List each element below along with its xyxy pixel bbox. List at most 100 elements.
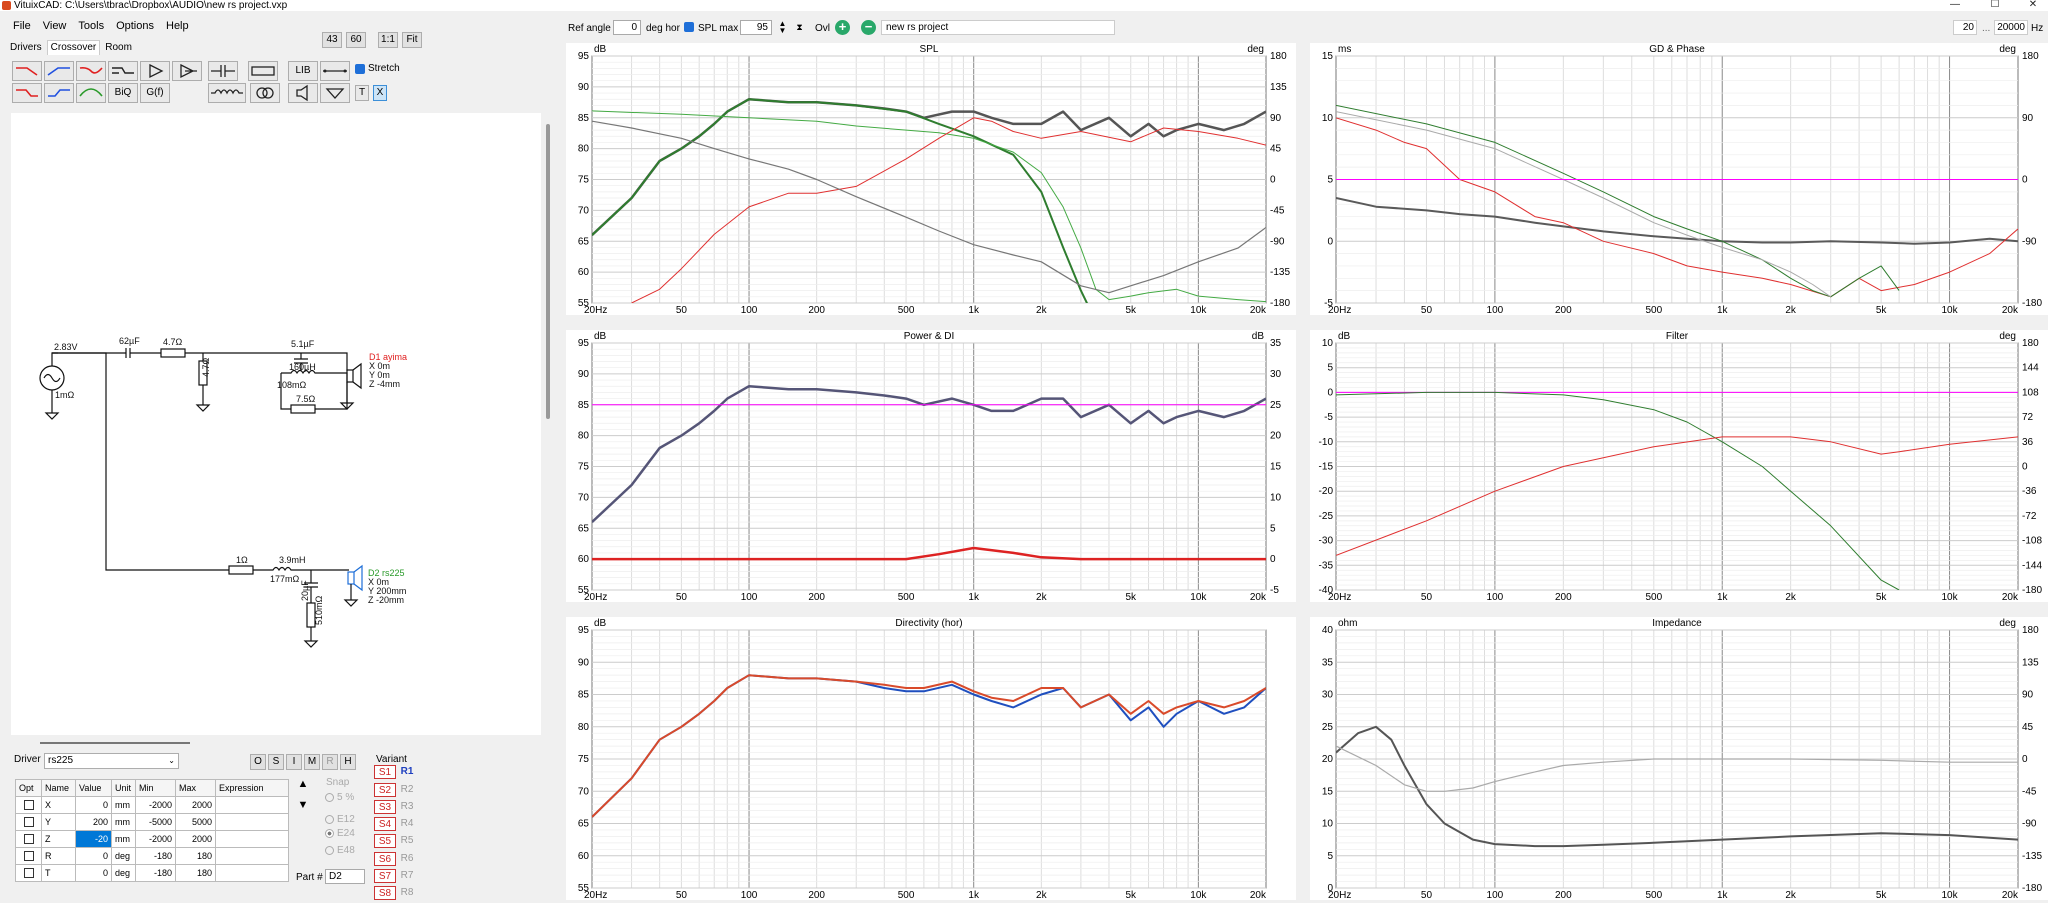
param-max[interactable]: 5000 [175,813,216,831]
directivity-chart[interactable]: 55 60 65 70 75 80 85 90 95 20Hz 50 100 200 500 1k 2k 5k 1… [566,617,1296,901]
menu-help[interactable]: Help [166,20,189,32]
zoom-1to1-button[interactable]: 1:1 [378,32,398,48]
tab-room[interactable]: Room [105,42,132,53]
param-max[interactable]: 180 [175,864,216,882]
param-expression[interactable] [215,847,289,865]
param-min[interactable]: -2000 [135,830,176,848]
ground-tool-button[interactable] [320,83,350,103]
freq-max-input[interactable]: 20000 [1994,20,2028,35]
snap-e24[interactable]: E24 [325,828,355,839]
transformer-tool-button[interactable] [250,83,280,103]
highpass-tool-button[interactable] [44,61,74,81]
overlay-remove-icon[interactable]: − [861,20,876,35]
freq-min-input[interactable]: 20 [1953,20,1977,35]
zoom-value-2[interactable]: 60 [346,32,366,48]
param-expression[interactable] [215,796,289,814]
capacitor-tool-button[interactable] [208,61,238,81]
resistor-tool-button[interactable] [248,61,278,81]
option-o-button[interactable]: O [250,754,266,770]
gf-button[interactable]: G(f) [140,83,170,103]
variant-r3[interactable]: R3 [400,801,414,812]
impedance-chart[interactable]: 0 5 10 15 20 25 30 35 40 -180 -135 -90 -45 0 45 90 135 18… [1310,617,2048,901]
zoom-value-1[interactable]: 43 [322,32,342,48]
step-down-icon[interactable]: ▼ [297,799,309,811]
variant-r4[interactable]: R4 [400,818,414,829]
variant-r7[interactable]: R7 [400,870,414,881]
table-row[interactable]: Z -20 mm -2000 2000 [15,830,289,848]
menu-view[interactable]: View [42,20,67,32]
option-h-button[interactable]: H [340,754,356,770]
param-value[interactable]: 200 [75,813,112,831]
param-max[interactable]: 180 [175,847,216,865]
tab-crossover[interactable]: Crossover [46,40,101,55]
param-max[interactable]: 2000 [175,796,216,814]
snap-5pct[interactable]: 5 % [325,792,354,803]
zoom-fit-button[interactable]: Fit [402,32,422,48]
step-up-icon[interactable]: ▲ [297,778,309,790]
param-expression[interactable] [215,830,289,848]
variant-r1[interactable]: R1 [400,766,414,777]
variant-s4[interactable]: S4 [374,817,396,831]
lowpass2-tool-button[interactable] [12,83,42,103]
table-row[interactable]: X 0 mm -2000 2000 [15,796,289,814]
option-m-button[interactable]: M [304,754,320,770]
canvas-hscrollbar[interactable] [40,742,190,744]
variant-s2[interactable]: S2 [374,783,396,797]
filter-chart[interactable]: -40 -35 -30 -25 -20 -15 -10 -5 0 5 10 -180 -144 -108 -… [1310,330,2048,603]
snap-e12[interactable]: E12 [325,814,355,825]
spl-max-checkbox[interactable] [684,22,694,32]
spl-max-spinner[interactable]: ▲ ▼ [778,19,787,35]
power-di-chart[interactable]: 55 60 65 70 75 80 85 90 95 -5 0 5 10 15 20 25 30 35 20Hz 50… [566,330,1296,603]
canvas-scrollbar[interactable] [546,124,550,419]
param-min[interactable]: -5000 [135,813,176,831]
variant-r2[interactable]: R2 [400,784,414,795]
menu-file[interactable]: File [13,20,31,32]
driver-select[interactable]: rs225 ⌄ [44,753,179,769]
variant-s1[interactable]: S1 [374,765,396,779]
variant-s5[interactable]: S5 [374,834,396,848]
close-button[interactable]: ✕ [2028,0,2038,10]
param-min[interactable]: -180 [135,847,176,865]
inductor-tool-button[interactable] [208,83,246,103]
maximize-button[interactable]: ☐ [1990,0,2000,10]
table-row[interactable]: R 0 deg -180 180 [15,847,289,865]
menu-tools[interactable]: Tools [78,20,105,32]
peak-tool-button[interactable] [76,83,106,103]
tab-drivers[interactable]: Drivers [10,42,42,53]
param-value-selected[interactable]: -20 [75,830,112,848]
spl-max-fit-icon[interactable]: ⧗ [796,22,803,32]
variant-s7[interactable]: S7 [374,869,396,883]
lowpass-tool-button[interactable] [12,61,42,81]
variant-r6[interactable]: R6 [400,853,414,864]
overlay-add-icon[interactable]: + [835,20,850,35]
amplifier-tool-button[interactable] [140,61,170,81]
stretch-checkbox[interactable] [355,64,365,74]
table-row[interactable]: T 0 deg -180 180 [15,864,289,882]
variant-s3[interactable]: S3 [374,800,396,814]
opt-checkbox[interactable] [23,834,34,845]
param-expression[interactable] [215,864,289,882]
project-name-field[interactable]: new rs project [881,20,1115,35]
schematic-canvas[interactable]: 2.83V 1mΩ 62µF 4.7Ω 4.7Ω 5.1µF 160µH 108… [11,113,541,735]
opt-checkbox[interactable] [23,868,34,879]
text-tool-button[interactable]: T [355,85,369,101]
highpass2-tool-button[interactable] [44,83,74,103]
gd-phase-chart[interactable]: -5 0 5 10 15 -180 -90 0 90 180 20Hz 50 100 200 500 1k 2k… [1310,43,2048,316]
delete-tool-button[interactable]: X [373,85,387,101]
param-value[interactable]: 0 [75,864,112,882]
spl-max-input[interactable]: 95 [740,20,772,35]
speaker-tool-button[interactable] [288,83,318,103]
wire-tool-button[interactable] [320,61,350,81]
option-i-button[interactable]: I [286,754,302,770]
param-value[interactable]: 0 [75,796,112,814]
variant-s6[interactable]: S6 [374,852,396,866]
opt-checkbox[interactable] [23,817,34,828]
library-button[interactable]: LIB [288,61,318,81]
table-row[interactable]: Y 200 mm -5000 5000 [15,813,289,831]
spl-chart[interactable]: 55 60 65 70 75 80 85 90 95 -180 -135 -90 -45 0 45 90 135… [566,43,1296,316]
param-min[interactable]: -180 [135,864,176,882]
buffer-tool-button[interactable] [172,61,202,81]
snap-e48[interactable]: E48 [325,845,355,856]
param-min[interactable]: -2000 [135,796,176,814]
minimize-button[interactable]: — [1950,0,1960,10]
